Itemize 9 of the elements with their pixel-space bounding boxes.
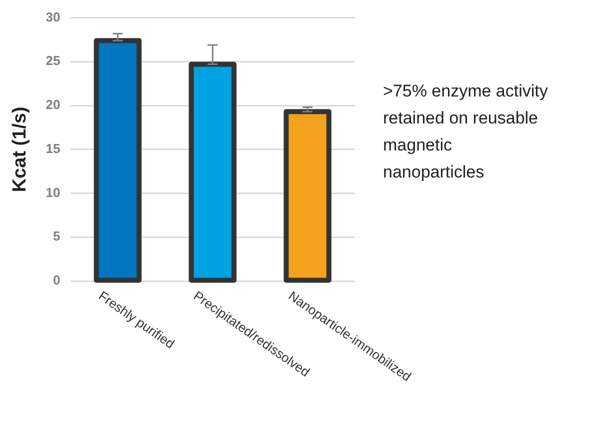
- y-tick-label: 15: [46, 140, 60, 156]
- text: >75% enzyme activity retained on reusable magnetic nanoparticles: [383, 82, 548, 182]
- y-tick-label: 5: [53, 228, 60, 244]
- y-tick-label: 25: [46, 53, 60, 68]
- y-tick-label: 10: [46, 184, 60, 200]
- y-tick-label: 30: [46, 9, 60, 24]
- y-axis-title: Kcat (1/s): [10, 106, 31, 192]
- y-tick-label: 0: [53, 272, 60, 288]
- y-tick-label: 20: [46, 97, 60, 112]
